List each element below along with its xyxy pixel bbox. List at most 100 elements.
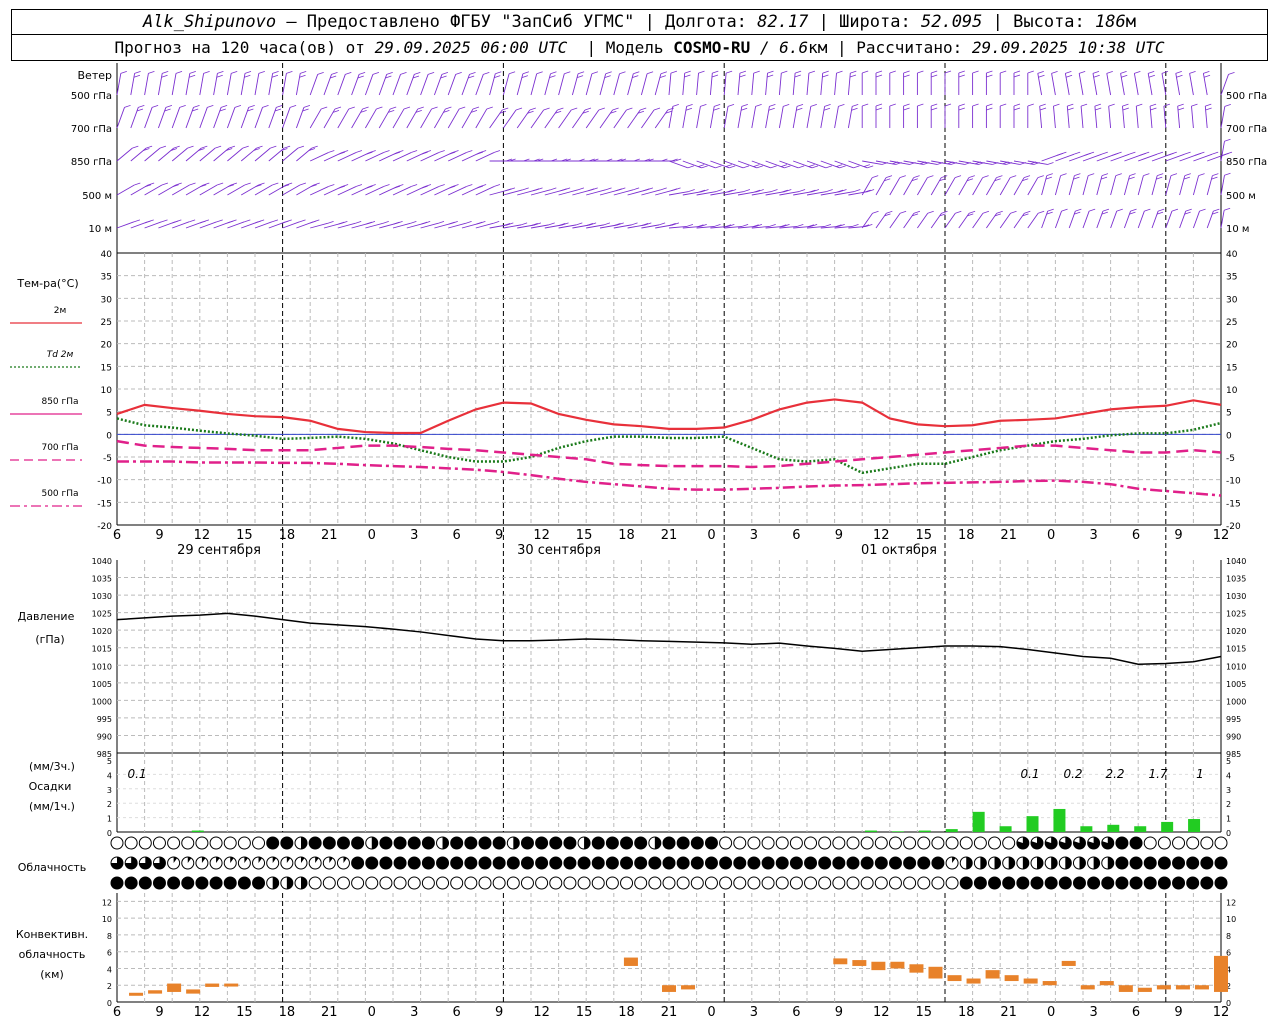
wind-barb-flag bbox=[1067, 103, 1074, 107]
wind-barb-flag bbox=[495, 71, 502, 75]
precip-bar bbox=[972, 811, 985, 832]
precip-total-label: 0.1 bbox=[127, 767, 146, 781]
wind-barb-flag bbox=[216, 74, 223, 78]
cloud-symbol-fill bbox=[634, 857, 647, 869]
wind-barb-flag bbox=[172, 184, 179, 188]
wind-barb-flag bbox=[1211, 176, 1218, 180]
cloud-symbol-fill bbox=[705, 857, 718, 869]
wind-barb-flag bbox=[328, 150, 335, 153]
cloud-symbol-fill bbox=[677, 857, 690, 869]
wind-barb-flag bbox=[1010, 210, 1017, 214]
wind-barb bbox=[751, 106, 757, 129]
wind-barb-flag bbox=[781, 70, 788, 74]
conv-unit: (км) bbox=[40, 968, 64, 981]
conv-tick-right: 6 bbox=[1226, 949, 1231, 958]
conv-tick-left: 12 bbox=[102, 898, 112, 907]
cloud-symbol-fill bbox=[493, 837, 506, 849]
wind-barb-flag bbox=[1205, 107, 1212, 111]
wind-level-label-right: 500 гПа bbox=[1226, 91, 1267, 102]
cloud-symbol bbox=[832, 876, 846, 890]
wind-barb-flag bbox=[675, 158, 682, 162]
cloud-symbol-fill bbox=[187, 857, 192, 863]
wind-barb-flag bbox=[470, 109, 478, 113]
cloud-symbol-fill bbox=[606, 837, 619, 849]
wind-barb-flag bbox=[151, 104, 159, 108]
wind-barb-flag bbox=[258, 70, 265, 74]
wind-barb-flag bbox=[330, 75, 337, 79]
wind-barb-flag bbox=[299, 182, 307, 186]
wind-barb-flag bbox=[226, 148, 233, 151]
conv-bar bbox=[852, 960, 867, 966]
wind-barb bbox=[834, 106, 839, 129]
cloud-symbol bbox=[1200, 836, 1214, 850]
wind-barb-flag bbox=[410, 184, 418, 187]
precip-total-label: 1 bbox=[1196, 767, 1204, 781]
wind-barb bbox=[268, 73, 274, 96]
wind-barb-flag bbox=[698, 164, 705, 167]
wind-barb bbox=[1192, 175, 1200, 196]
wind-barb-flag bbox=[1122, 103, 1129, 107]
conv-tick-right: 12 bbox=[1226, 898, 1236, 907]
wind-barb-flag bbox=[332, 109, 340, 113]
precip-total-label: 1.7 bbox=[1148, 767, 1167, 781]
temp-tick-left: 15 bbox=[101, 363, 112, 373]
hour-tick-label: 6 bbox=[1132, 528, 1140, 543]
precip-total-label: 2.2 bbox=[1105, 767, 1124, 781]
wind-barb bbox=[448, 186, 467, 196]
wind-barb bbox=[944, 160, 965, 165]
wind-barb-flag bbox=[357, 75, 364, 79]
cloud-symbol-fill bbox=[549, 857, 562, 869]
wind-barbs-row bbox=[116, 103, 1231, 129]
wind-barb-flag bbox=[452, 150, 459, 153]
wind-barb bbox=[226, 107, 236, 129]
wind-barb-flag bbox=[1102, 208, 1110, 212]
wind-barb-flag bbox=[836, 164, 843, 167]
wind-barb bbox=[1206, 175, 1213, 196]
cloud-symbol-fill bbox=[691, 857, 704, 869]
cloud-symbol-fill bbox=[379, 857, 392, 869]
wind-barb-flag bbox=[615, 188, 622, 192]
wind-barb-flag bbox=[852, 103, 859, 107]
wind-barb bbox=[1220, 175, 1225, 196]
cloud-symbol-fill bbox=[1031, 837, 1044, 850]
wind-barb-flag bbox=[755, 224, 763, 227]
wind-barb bbox=[240, 73, 246, 96]
precip-total-label: 0.2 bbox=[1063, 767, 1082, 781]
wind-barb-flag bbox=[282, 220, 289, 224]
cloud-symbol bbox=[903, 836, 917, 850]
wind-barb bbox=[365, 152, 384, 162]
wind-barb bbox=[820, 73, 824, 96]
wind-barb-flag bbox=[823, 107, 831, 111]
wind-barb-flag bbox=[1156, 211, 1164, 215]
cloud-symbol bbox=[563, 876, 577, 890]
wind-barb-flag bbox=[550, 71, 557, 75]
wind-barb bbox=[1000, 160, 1020, 165]
wind-barb-flag bbox=[685, 107, 693, 111]
wind-barb bbox=[227, 184, 245, 196]
wind-barb-flag bbox=[310, 220, 317, 224]
wind-barb-flag bbox=[672, 222, 680, 226]
cloud-symbol bbox=[846, 836, 860, 850]
wind-barb-flag bbox=[700, 224, 707, 227]
wind-barb-flag bbox=[200, 184, 207, 188]
wind-barb-flag bbox=[994, 178, 1001, 182]
wind-barb bbox=[144, 73, 149, 96]
wind-barb bbox=[378, 74, 388, 96]
wind-barb-flag bbox=[271, 74, 279, 78]
conv-bar bbox=[1194, 985, 1209, 990]
wind-barb bbox=[475, 108, 488, 129]
wind-barb-flag bbox=[1115, 173, 1122, 177]
wind-barb-flag bbox=[420, 221, 428, 225]
wind-barb-flag bbox=[1129, 211, 1136, 215]
wind-barb bbox=[668, 106, 674, 129]
wind-barb-flag bbox=[797, 224, 804, 227]
wind-barb-flag bbox=[724, 224, 732, 228]
wind-barb-flag bbox=[244, 182, 251, 186]
hour-tick-label-bottom: 18 bbox=[279, 1005, 296, 1020]
cloud-symbol-fill bbox=[1172, 877, 1185, 889]
wind-barb-flag bbox=[931, 103, 938, 107]
temp-tick-right: 20 bbox=[1226, 341, 1238, 351]
wind-barb-flag bbox=[393, 221, 400, 225]
cloud-symbol-fill bbox=[329, 857, 333, 863]
cloud-symbol-fill bbox=[258, 857, 263, 863]
